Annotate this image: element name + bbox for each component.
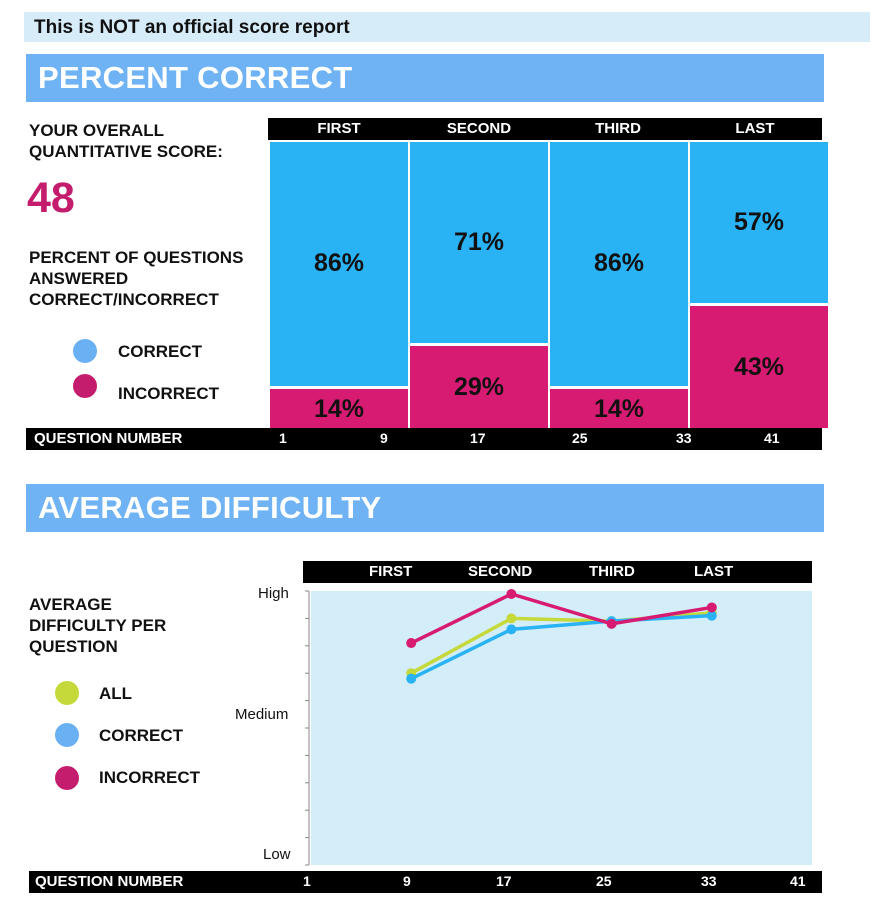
bar-incorrect-second: 29% — [410, 346, 548, 428]
line-xtick-25: 25 — [596, 873, 612, 889]
bar-xtick-33: 33 — [676, 430, 692, 446]
bar-xtick-1: 1 — [279, 430, 287, 446]
point-incorrect-third — [606, 618, 617, 629]
plot-background — [311, 591, 812, 865]
overall-score-value: 48 — [27, 174, 75, 222]
line-xtick-9: 9 — [403, 873, 411, 889]
legend-incorrect-label: INCORRECT — [118, 384, 220, 403]
line-correct — [410, 613, 712, 681]
bar-incorrect-last: 43% — [690, 306, 828, 428]
legend-incorrect-dot-2 — [55, 766, 79, 790]
line-category-first: FIRST — [369, 563, 413, 580]
pq-label-line2: ANSWERED — [29, 269, 129, 288]
bar-category-third: THIRD — [595, 120, 641, 137]
bar-category-last: LAST — [735, 120, 775, 137]
point-incorrect-first — [406, 638, 417, 649]
legend-correct-label-2: CORRECT — [99, 726, 184, 745]
percent-correct-chart: 86% 14% 71% 29% 86% 14% 57% 43% — [268, 142, 828, 428]
line-category-third: THIRD — [589, 563, 635, 580]
difficulty-label: AVERAGE DIFFICULTY PER QUESTION — [29, 594, 166, 657]
y-label-high: High — [258, 585, 289, 602]
legend-all-label: ALL — [99, 684, 133, 703]
point-incorrect-second — [506, 589, 517, 599]
pq-label-line1: PERCENT OF QUESTIONS — [29, 248, 244, 267]
bar-incorrect-third: 14% — [550, 388, 688, 428]
legend-correct-dot — [73, 339, 97, 363]
difficulty-label-line2: DIFFICULTY PER — [29, 616, 167, 635]
point-correct-second — [506, 624, 517, 635]
bar-xtick-25: 25 — [572, 430, 588, 446]
legend-all-dot — [55, 681, 79, 705]
bar-xtick-41: 41 — [764, 430, 780, 446]
line-xtick-41: 41 — [790, 873, 806, 889]
average-difficulty-header: AVERAGE DIFFICULTY — [26, 484, 824, 532]
line-xtick-1: 1 — [303, 873, 311, 889]
percent-correct-title: PERCENT CORRECT — [38, 60, 353, 95]
percent-questions-label: PERCENT OF QUESTIONS ANSWERED CORRECT/IN… — [29, 247, 243, 310]
average-difficulty-title: AVERAGE DIFFICULTY — [38, 490, 382, 525]
bar-question-number-label: QUESTION NUMBER — [34, 430, 183, 447]
y-label-low: Low — [263, 846, 291, 863]
legend-correct-dot-2 — [55, 723, 79, 747]
bar-correct-first: 86% — [270, 142, 408, 386]
pq-label-line3: CORRECT/INCORRECT — [29, 290, 219, 309]
legend-correct-label: CORRECT — [118, 342, 203, 361]
disclaimer-text: This is NOT an official score report — [34, 17, 350, 38]
point-incorrect-last — [706, 602, 717, 613]
bar-correct-second: 71% — [410, 142, 548, 344]
average-difficulty-chart — [305, 589, 812, 866]
line-chart-category-strip: FIRST SECOND THIRD LAST — [303, 561, 812, 583]
bar-category-second: SECOND — [446, 120, 512, 137]
y-label-medium: Medium — [235, 706, 289, 723]
line-xtick-17: 17 — [496, 873, 512, 889]
bar-chart-category-strip: FIRST SECOND THIRD LAST — [268, 118, 822, 140]
legend-incorrect-dot — [73, 374, 97, 398]
line-category-second: SECOND — [468, 563, 533, 580]
bar-incorrect-first: 14% — [270, 388, 408, 428]
bar-category-first: FIRST — [317, 120, 361, 137]
bar-question-number-strip: QUESTION NUMBER 1 9 17 25 33 41 — [26, 428, 822, 450]
line-question-number-strip: QUESTION NUMBER 1 9 17 25 33 41 — [29, 871, 822, 893]
legend-incorrect-label-2: INCORRECT — [99, 768, 201, 787]
disclaimer-banner: This is NOT an official score report — [24, 12, 870, 42]
bar-correct-third: 86% — [550, 142, 688, 386]
bar-xtick-9: 9 — [380, 430, 388, 446]
line-category-last: LAST — [694, 563, 734, 580]
overall-score-label-line1: YOUR OVERALL — [29, 121, 165, 140]
percent-correct-header: PERCENT CORRECT — [26, 54, 824, 102]
line-incorrect — [410, 592, 713, 645]
overall-score-label: YOUR OVERALL QUANTITATIVE SCORE: — [29, 120, 223, 162]
line-question-number-label: QUESTION NUMBER — [35, 873, 184, 890]
line-xtick-33: 33 — [701, 873, 717, 889]
point-correct-first — [406, 673, 417, 684]
bar-correct-last: 57% — [690, 142, 828, 304]
bar-xtick-17: 17 — [470, 430, 486, 446]
overall-score-label-line2: QUANTITATIVE SCORE: — [29, 142, 223, 161]
point-all-second — [506, 613, 517, 624]
difficulty-label-line3: QUESTION — [29, 637, 118, 656]
point-correct-last — [706, 610, 717, 621]
difficulty-label-line1: AVERAGE — [29, 595, 112, 614]
